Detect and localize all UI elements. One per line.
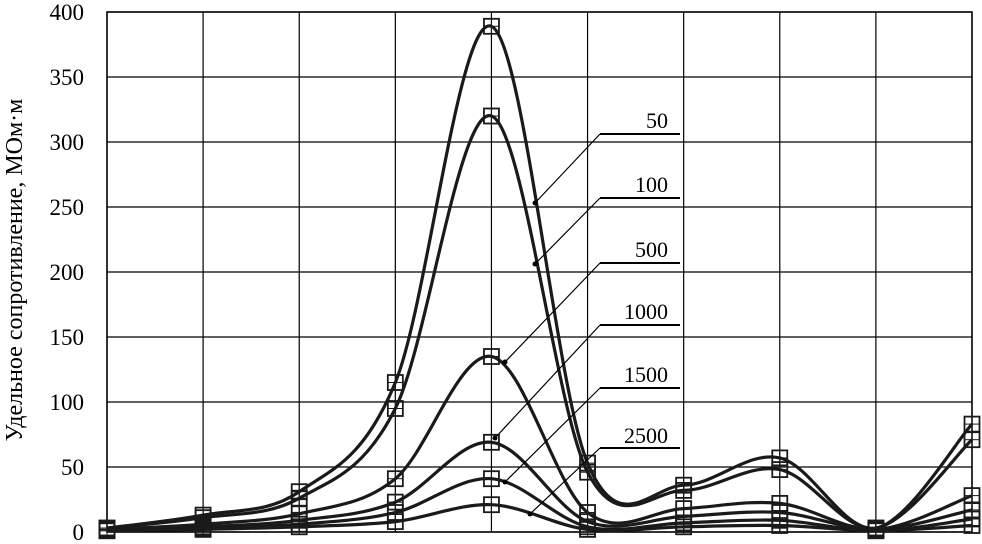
series-label-1500: 1500 <box>624 362 668 387</box>
y-tick-label: 250 <box>50 195 85 220</box>
label-leader-100 <box>534 197 601 265</box>
grid <box>106 11 973 533</box>
series-label-100: 100 <box>635 172 668 197</box>
series-line-1000 <box>106 440 973 532</box>
series-markers <box>98 17 981 540</box>
label-leader-1000 <box>494 324 601 439</box>
y-axis-label: Удельное сопротивление, МОм·м <box>2 99 28 442</box>
series-label-2500: 2500 <box>624 423 668 448</box>
label-leader-dot-50 <box>532 200 538 206</box>
series-label-50: 50 <box>646 108 668 133</box>
series-line-500 <box>106 354 973 532</box>
y-tick-label: 400 <box>50 0 85 25</box>
label-leader-2500 <box>529 447 601 515</box>
label-leader-dot-500 <box>502 359 508 365</box>
y-axis-ticks: 0 50 100 150 200 250 300 350 400 <box>50 0 85 544</box>
label-leader-dot-1500 <box>502 479 508 485</box>
series-label-1000: 1000 <box>624 299 668 324</box>
y-tick-label: 300 <box>50 130 85 155</box>
y-tick-label: 100 <box>50 390 85 415</box>
label-leader-dot-100 <box>532 261 538 267</box>
series-lines <box>106 24 974 533</box>
label-leader-dot-1000 <box>492 435 498 441</box>
label-leader-500 <box>504 262 601 363</box>
series-labels: 50 100 500 1000 1500 2500 <box>492 108 680 517</box>
series-line-2500 <box>106 503 973 533</box>
series-label-500: 500 <box>635 237 668 262</box>
label-leader-dot-2500 <box>527 511 533 517</box>
label-leader-50 <box>534 133 601 204</box>
series-line-1500 <box>106 477 973 533</box>
y-tick-label: 150 <box>50 325 85 350</box>
y-tick-label: 50 <box>61 455 84 480</box>
y-tick-label: 0 <box>73 520 85 544</box>
series-line-100 <box>106 114 974 530</box>
y-tick-label: 350 <box>50 65 85 90</box>
label-leader-1500 <box>504 387 601 483</box>
y-tick-label: 200 <box>50 260 85 285</box>
